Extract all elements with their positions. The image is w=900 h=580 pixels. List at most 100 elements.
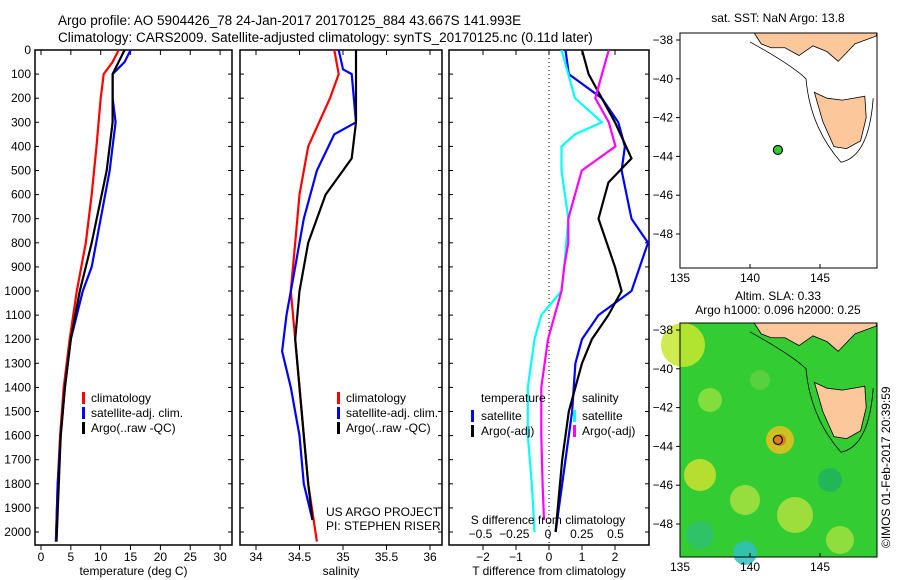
legend-label: Argo(..raw -QC) [91, 421, 176, 435]
y-tick-label: 1300 [4, 356, 31, 370]
map-x-tick-label: 140 [740, 271, 760, 285]
legend-title-temperature: temperature [481, 391, 546, 405]
tasmania-coast [813, 381, 867, 440]
x-tick-label: 34.5 [288, 550, 312, 564]
s-tick-label: 0.5 [607, 527, 624, 541]
series-line-argo-raw-qc- [294, 50, 358, 521]
y-tick-label: 300 [11, 115, 31, 129]
y-tick-label: 900 [11, 260, 31, 274]
x-tick-label: 0 [38, 550, 45, 564]
legend-swatch [337, 392, 340, 404]
series-line-s-satellite [526, 49, 605, 533]
y-tick-label: 1400 [4, 380, 31, 394]
map-title: sat. SST: NaN Argo: 13.8 [711, 11, 845, 25]
map_sla-map: 135 140 145 −38 −40 −42 −44 −46 −48 Altim. SLA: 0… [653, 289, 878, 574]
legend-swatch [573, 410, 576, 422]
series-line-satellite-adj-clim- [54, 49, 132, 542]
x-tick-label: 36 [423, 550, 437, 564]
y-tick-label: 400 [11, 139, 31, 153]
map-y-tick-label: −46 [653, 188, 674, 202]
y-tick-label: 0 [24, 43, 31, 57]
map-y-tick-label: −44 [653, 149, 674, 163]
legend-swatch [82, 422, 85, 434]
map-y-tick-label: −40 [653, 362, 674, 376]
sla-anomaly-blob [730, 485, 760, 515]
sla-anomaly-blob [750, 370, 770, 390]
sla-anomaly-blob [684, 459, 716, 491]
x-tick-label: 1 [579, 550, 586, 564]
map-title: Altim. SLA: 0.33 [735, 289, 821, 303]
sla-anomaly-blob [818, 468, 842, 492]
map-y-tick-label: −46 [653, 478, 674, 492]
legend-swatch [471, 410, 474, 422]
sla-anomaly-blob [826, 526, 854, 554]
argo-float-marker [772, 434, 784, 446]
mainland-coast [753, 32, 878, 62]
map-title: Argo h1000: 0.096 h2000: 0.25 [695, 303, 861, 317]
map-frame [679, 322, 878, 558]
mainland-coast [753, 322, 878, 352]
y-tick-label: 2000 [4, 525, 31, 539]
legend-label: climatology [346, 391, 406, 405]
x-tick-label: 15 [124, 550, 138, 564]
x-tick-label: 2 [612, 550, 619, 564]
legend-label: satellite-adj. clim. [346, 406, 438, 420]
legend-label: climatology [91, 391, 151, 405]
watermark: ©IMOS 01-Feb-2017 20:39:59 [879, 386, 893, 548]
x-tick-label: 34 [249, 550, 263, 564]
map-y-tick-label: −42 [653, 111, 674, 125]
map-frame [679, 32, 878, 269]
map-x-tick-label: 145 [810, 271, 830, 285]
y-tick-label: 1200 [4, 332, 31, 346]
legend-swatch [82, 407, 85, 419]
bathymetry-contour [749, 331, 874, 453]
x-tick-label: 0 [546, 550, 553, 564]
figure-title-line2: Climatology: CARS2009. Satellite-adjuste… [58, 30, 593, 45]
x-tick-label: −2 [476, 550, 490, 564]
legend-swatch [337, 422, 340, 434]
legend-label: Argo(-adj) [582, 424, 635, 438]
s-axis-label: S difference from climatology [471, 513, 626, 527]
x-tick-label: 25 [184, 550, 198, 564]
x-tick-label: 30 [213, 550, 227, 564]
y-tick-label: 600 [11, 188, 31, 202]
legend-label: satellite [481, 409, 522, 423]
y-tick-label: 1500 [4, 405, 31, 419]
y-tick-label: 1800 [4, 477, 31, 491]
y-tick-label: 200 [11, 91, 31, 105]
series-line-argo-raw-qc- [55, 49, 126, 542]
legend-label: Argo(..raw -QC) [346, 421, 431, 435]
series-line-climatology [54, 49, 120, 542]
y-tick-label: 1100 [5, 308, 31, 322]
map-y-tick-label: −38 [653, 33, 674, 47]
y-tick-label: 1000 [4, 284, 31, 298]
bathymetry-contour [749, 41, 874, 163]
map-y-tick-label: −44 [653, 439, 674, 453]
legend-swatch [573, 425, 576, 437]
s-tick-label: −0.5 [469, 527, 493, 541]
sla-anomaly-blob [774, 434, 786, 446]
y-tick-label: 700 [11, 212, 31, 226]
plot-frame-1 [239, 49, 443, 546]
legend-swatch [471, 425, 474, 437]
project-label: US ARGO PROJECT [326, 505, 441, 519]
series-line-t-satellite [554, 49, 650, 533]
sla-anomaly-blob [698, 388, 722, 412]
series-line-satellite-adj-clim- [280, 49, 358, 521]
s-tick-label: −0.25 [499, 527, 530, 541]
y-tick-label: 100 [11, 67, 31, 81]
y-tick-label: 1600 [4, 429, 31, 443]
x-tick-label: 35 [336, 550, 350, 564]
map-y-tick-label: −42 [653, 401, 674, 415]
tasmania-coast [813, 91, 867, 150]
sla-anomaly-blob [733, 541, 757, 565]
x-axis-label: salinity [323, 564, 360, 578]
legend-swatch [337, 407, 340, 419]
x-axis-label: T difference from climatology [472, 564, 626, 578]
x-axis-label: temperature (deg C) [79, 564, 187, 578]
legend-label: Argo(-adj) [481, 424, 534, 438]
map-x-tick-label: 140 [740, 560, 760, 574]
pi-label: PI: STEPHEN RISER [326, 519, 441, 533]
map-x-tick-label: 135 [670, 560, 690, 574]
